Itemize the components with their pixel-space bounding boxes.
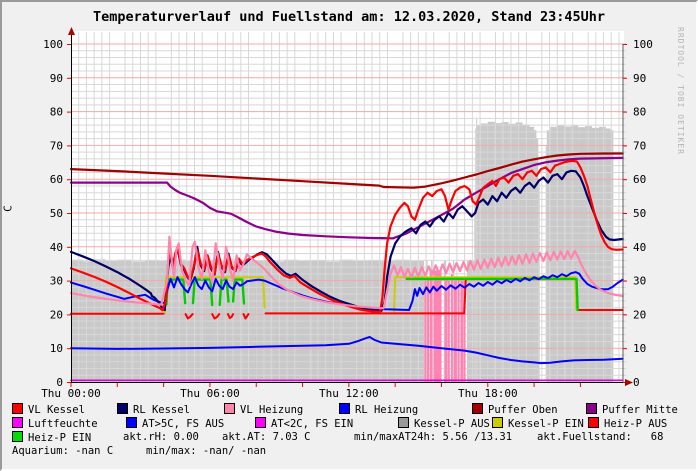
chart-title: Temperaturverlauf und Fuellstand am: 12.…	[92, 9, 606, 25]
y-axis-tick-label-left: 100	[43, 38, 63, 51]
kessel-p-aus-area	[578, 127, 586, 382]
fs-ein-stripe	[453, 280, 457, 382]
kessel-p-aus-area	[131, 261, 146, 382]
y-axis-tick-label-right: 60	[633, 173, 646, 186]
kessel-p-aus-area	[325, 261, 340, 382]
kessel-p-aus-area	[480, 123, 488, 383]
y-axis-tick-label-right: 40	[633, 241, 646, 254]
kessel-p-aus-area	[94, 259, 106, 382]
series-heiz-p-ein	[405, 277, 579, 312]
y-axis-tick-label-right: 70	[633, 139, 646, 152]
x-axis-tick-label: Thu 12:00	[319, 387, 379, 400]
fs-ein-stripe	[450, 273, 453, 382]
kessel-p-aus-area	[501, 122, 509, 382]
series-heiz-p-aus	[264, 278, 467, 315]
y-axis-tick-label-left: 10	[50, 342, 63, 355]
fs-ein-stripe	[444, 277, 448, 382]
series-vl-kessel	[69, 159, 624, 314]
y-axis-tick-label-left: 60	[50, 173, 63, 186]
y-axis-tick-label-left: 30	[50, 275, 63, 288]
y-axis-tick-label-right: 10	[633, 342, 646, 355]
series-heiz-p-aus	[227, 313, 235, 320]
y-axis-tick-label-right: 80	[633, 106, 646, 119]
series-heiz-p-ein	[231, 278, 246, 305]
x-axis-arrow	[625, 379, 633, 386]
y-axis-tick-label-left: 80	[50, 106, 63, 119]
kessel-p-aus-area	[475, 128, 477, 382]
fs-ein-stripe	[433, 270, 442, 382]
kessel-p-aus-area	[605, 128, 611, 382]
y-axis-tick-label-left: 70	[50, 139, 63, 152]
kessel-p-aus-area	[476, 118, 478, 383]
kessel-p-aus-area	[494, 123, 502, 382]
y-axis-tick-label-left: 0	[56, 376, 63, 389]
fs-ein-stripe	[457, 277, 460, 382]
y-axis-tick-label-left: 90	[50, 72, 63, 85]
fs-ein-stripe	[424, 280, 427, 382]
series-rl-heizung	[70, 271, 624, 311]
x-axis-tick-label: Thu 06:00	[180, 387, 240, 400]
fs-ein-stripe	[427, 277, 430, 382]
x-axis-tick-label: Thu 18:00	[458, 387, 518, 400]
y-axis-tick-label-left: 20	[50, 308, 63, 321]
series-puffer-mitte	[69, 156, 624, 240]
series-aussentemperatur-at-	[70, 336, 624, 365]
kessel-p-aus-area	[534, 130, 537, 382]
series-heiz-p-aus	[242, 313, 250, 320]
kessel-p-aus-area	[545, 145, 547, 382]
y-axis-tick-label-right: 100	[633, 38, 653, 51]
y-axis-arrow	[68, 27, 75, 35]
kessel-p-aus-area	[610, 130, 614, 382]
y-axis-tick-label-left: 50	[50, 207, 63, 220]
series-heiz-p-aus	[184, 313, 194, 320]
kessel-p-aus-area	[564, 126, 572, 382]
fs-ein-stripe	[429, 270, 433, 382]
x-axis-tick-label: Thu 00:00	[41, 387, 101, 400]
kessel-p-aus-area	[508, 123, 516, 382]
kessel-p-aus-area	[487, 121, 495, 383]
fs-ein-stripe	[460, 280, 464, 382]
y-axis-tick-label-right: 90	[633, 72, 646, 85]
y-axis-tick-label-right: 0	[633, 376, 640, 389]
series-heiz-p-ein	[218, 278, 230, 307]
y-axis-tick-label-right: 50	[633, 207, 646, 220]
series-kessel-p-ein	[393, 276, 578, 314]
kessel-p-aus-area	[270, 261, 285, 382]
y-axis-tick-label-right: 30	[633, 275, 646, 288]
kessel-p-aus-area	[598, 126, 606, 382]
series-puffer-oben	[69, 152, 624, 189]
fs-ein-stripe	[447, 280, 450, 382]
fs-ein-stripe	[463, 280, 466, 382]
y-axis-tick-label-right: 20	[633, 308, 646, 321]
series-vl-heizung	[69, 235, 624, 310]
series-heiz-p-aus	[211, 313, 221, 320]
kessel-p-aus-area	[474, 196, 476, 382]
kessel-p-aus-area	[82, 261, 95, 382]
y-axis-tick-label-left: 40	[50, 241, 63, 254]
rrdtool-watermark: RRDTOOL / TOBI OETIKER	[676, 27, 685, 155]
